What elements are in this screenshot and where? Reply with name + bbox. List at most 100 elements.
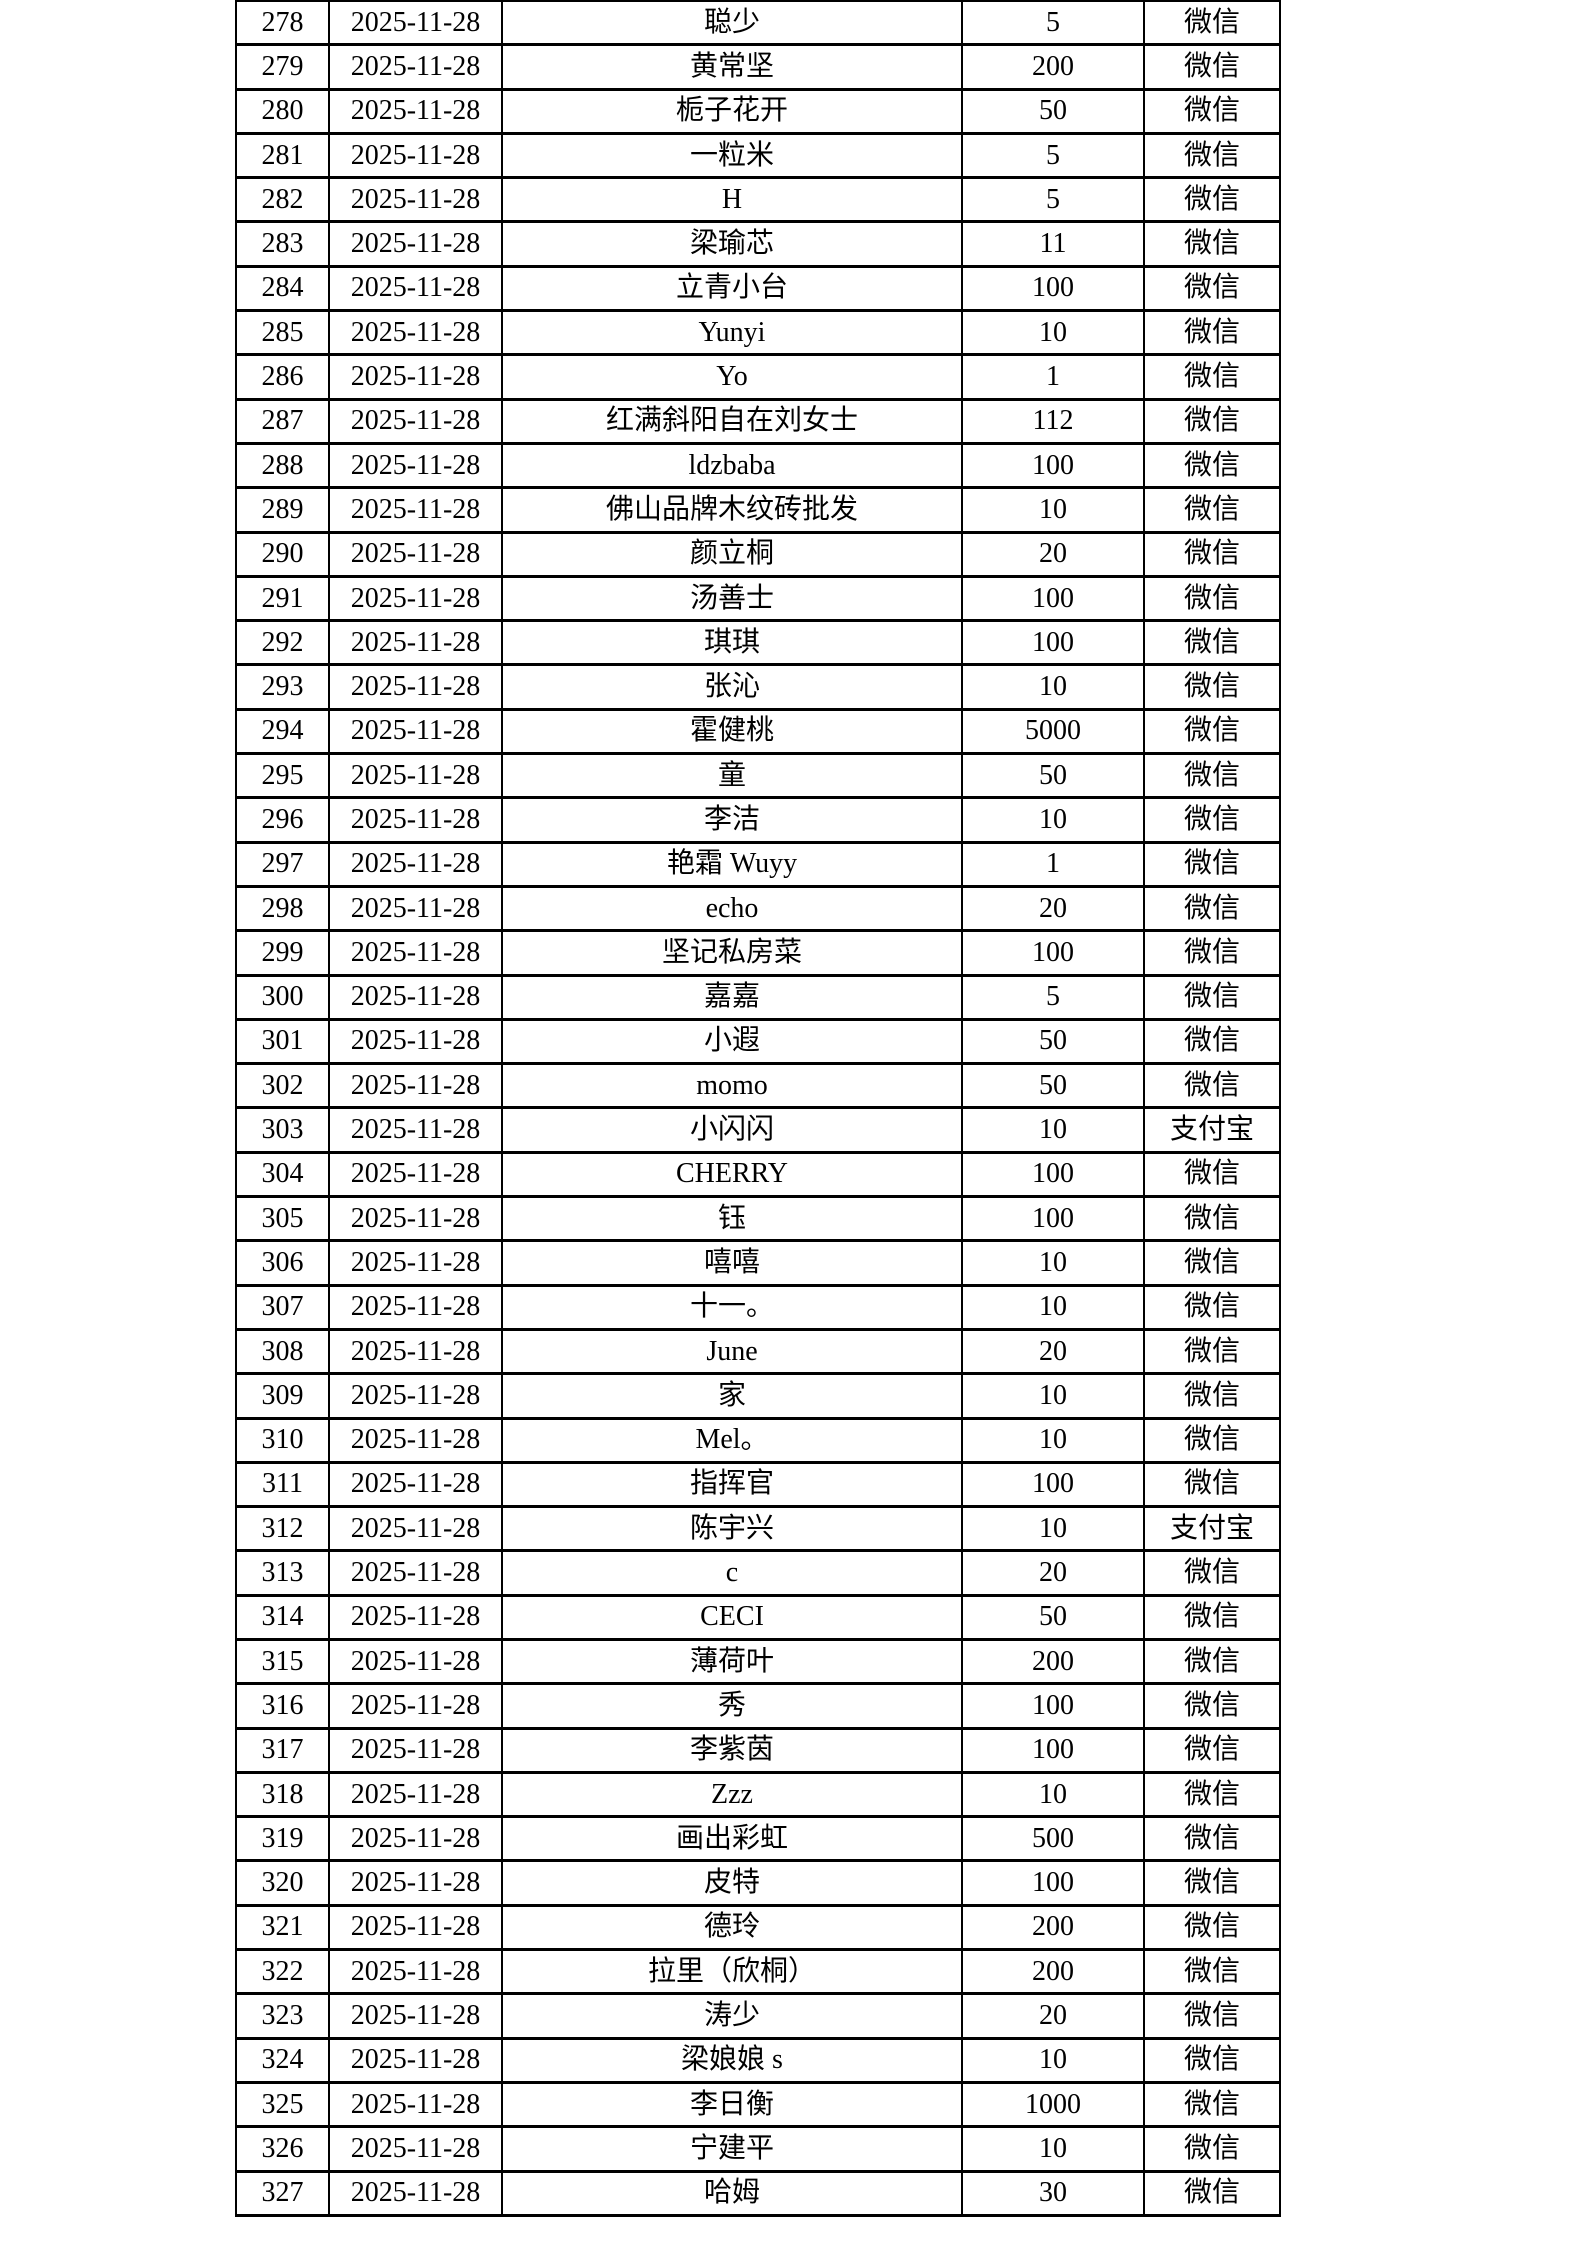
cell-amount: 5 xyxy=(961,973,1145,1021)
cell-payment-method: 微信 xyxy=(1143,707,1281,756)
cell-payer-name: 黄常坚 xyxy=(501,43,963,91)
cell-row-number: 294 xyxy=(235,707,330,756)
cell-amount: 100 xyxy=(961,441,1145,490)
cell-date: 2025-11-28 xyxy=(328,1593,503,1641)
cell-row-number: 299 xyxy=(235,929,330,977)
record-row: 319 2025-11-28 画出彩虹 500 微信 xyxy=(235,1815,1281,1863)
cell-payer-name: 哈姆 xyxy=(501,2169,963,2217)
cell-payer-name: 家 xyxy=(501,1372,963,1420)
cell-amount: 1 xyxy=(961,840,1145,888)
record-row: 317 2025-11-28 李紫茵 100 微信 xyxy=(235,1726,1281,1774)
record-row: 301 2025-11-28 小遐 50 微信 xyxy=(235,1017,1281,1066)
cell-payment-method: 微信 xyxy=(1143,0,1281,47)
record-row: 323 2025-11-28 涛少 20 微信 xyxy=(235,1992,1281,2040)
cell-row-number: 289 xyxy=(235,486,330,534)
cell-payment-method: 微信 xyxy=(1143,1859,1281,1907)
record-row: 313 2025-11-28 c 20 微信 xyxy=(235,1549,1281,1597)
cell-payment-method: 微信 xyxy=(1143,1372,1281,1420)
cell-payment-method: 微信 xyxy=(1143,2169,1281,2217)
cell-amount: 10 xyxy=(961,1106,1145,1154)
record-row: 299 2025-11-28 坚记私房菜 100 微信 xyxy=(235,929,1281,977)
cell-row-number: 323 xyxy=(235,1992,330,2040)
cell-row-number: 309 xyxy=(235,1372,330,1420)
cell-row-number: 296 xyxy=(235,796,330,844)
cell-payment-method: 支付宝 xyxy=(1143,1106,1281,1154)
cell-amount: 20 xyxy=(961,884,1145,933)
cell-payment-method: 微信 xyxy=(1143,1062,1281,1110)
cell-date: 2025-11-28 xyxy=(328,619,503,667)
cell-payment-method: 微信 xyxy=(1143,1682,1281,1730)
cell-payer-name: 李洁 xyxy=(501,796,963,844)
cell-payer-name: 聪少 xyxy=(501,0,963,47)
cell-date: 2025-11-28 xyxy=(328,1327,503,1376)
cell-payment-method: 微信 xyxy=(1143,1416,1281,1464)
cell-payer-name: 琪琪 xyxy=(501,619,963,667)
cell-amount: 10 xyxy=(961,1770,1145,1819)
cell-payer-name: CECI xyxy=(501,1593,963,1641)
cell-date: 2025-11-28 xyxy=(328,929,503,977)
cell-row-number: 305 xyxy=(235,1195,330,1243)
cell-row-number: 307 xyxy=(235,1283,330,1331)
cell-payer-name: 宁建平 xyxy=(501,2125,963,2173)
cell-date: 2025-11-28 xyxy=(328,796,503,844)
cell-payment-method: 微信 xyxy=(1143,840,1281,888)
record-row: 296 2025-11-28 李洁 10 微信 xyxy=(235,796,1281,844)
cell-date: 2025-11-28 xyxy=(328,840,503,888)
cell-amount: 20 xyxy=(961,1327,1145,1376)
cell-payment-method: 微信 xyxy=(1143,1017,1281,1066)
cell-amount: 100 xyxy=(961,1460,1145,1509)
record-row: 284 2025-11-28 立青小台 100 微信 xyxy=(235,264,1281,313)
cell-row-number: 304 xyxy=(235,1150,330,1199)
cell-row-number: 285 xyxy=(235,309,330,357)
cell-payer-name: 颜立桐 xyxy=(501,530,963,578)
cell-date: 2025-11-28 xyxy=(328,1283,503,1331)
cell-amount: 50 xyxy=(961,752,1145,800)
cell-row-number: 319 xyxy=(235,1815,330,1863)
cell-amount: 10 xyxy=(961,1372,1145,1420)
cell-date: 2025-11-28 xyxy=(328,530,503,578)
cell-amount: 10 xyxy=(961,663,1145,711)
cell-amount: 10 xyxy=(961,1505,1145,1553)
cell-date: 2025-11-28 xyxy=(328,1859,503,1907)
cell-payer-name: 栀子花开 xyxy=(501,87,963,135)
cell-amount: 100 xyxy=(961,929,1145,977)
cell-date: 2025-11-28 xyxy=(328,1239,503,1287)
cell-payer-name: 李日衡 xyxy=(501,2080,963,2129)
cell-row-number: 310 xyxy=(235,1416,330,1464)
cell-payment-method: 微信 xyxy=(1143,1992,1281,2040)
cell-row-number: 302 xyxy=(235,1062,330,1110)
cell-amount: 10 xyxy=(961,2036,1145,2084)
cell-payer-name: c xyxy=(501,1549,963,1597)
record-row: 289 2025-11-28 佛山品牌木纹砖批发 10 微信 xyxy=(235,486,1281,534)
cell-payer-name: 嘻嘻 xyxy=(501,1239,963,1287)
cell-date: 2025-11-28 xyxy=(328,397,503,445)
record-row: 287 2025-11-28 红满斜阳自在刘女士 112 微信 xyxy=(235,397,1281,445)
cell-payer-name: Zzz xyxy=(501,1770,963,1819)
cell-amount: 1000 xyxy=(961,2080,1145,2129)
cell-payment-method: 微信 xyxy=(1143,1593,1281,1641)
record-row: 302 2025-11-28 momo 50 微信 xyxy=(235,1062,1281,1110)
cell-amount: 1 xyxy=(961,353,1145,401)
cell-payer-name: echo xyxy=(501,884,963,933)
cell-row-number: 286 xyxy=(235,353,330,401)
cell-amount: 10 xyxy=(961,1416,1145,1464)
cell-date: 2025-11-28 xyxy=(328,1062,503,1110)
cell-payer-name: 涛少 xyxy=(501,1992,963,2040)
cell-amount: 10 xyxy=(961,796,1145,844)
record-row: 314 2025-11-28 CECI 50 微信 xyxy=(235,1593,1281,1641)
cell-amount: 50 xyxy=(961,87,1145,135)
record-row: 292 2025-11-28 琪琪 100 微信 xyxy=(235,619,1281,667)
record-row: 316 2025-11-28 秀 100 微信 xyxy=(235,1682,1281,1730)
cell-payment-method: 微信 xyxy=(1143,1283,1281,1331)
record-row: 285 2025-11-28 Yunyi 10 微信 xyxy=(235,309,1281,357)
cell-payment-method: 微信 xyxy=(1143,1726,1281,1774)
record-row: 300 2025-11-28 嘉嘉 5 微信 xyxy=(235,973,1281,1021)
record-row: 288 2025-11-28 ldzbaba 100 微信 xyxy=(235,441,1281,490)
cell-amount: 30 xyxy=(961,2169,1145,2217)
cell-row-number: 315 xyxy=(235,1637,330,1686)
cell-payment-method: 支付宝 xyxy=(1143,1505,1281,1553)
cell-payment-method: 微信 xyxy=(1143,1150,1281,1199)
cell-date: 2025-11-28 xyxy=(328,1637,503,1686)
cell-row-number: 325 xyxy=(235,2080,330,2129)
record-row: 315 2025-11-28 薄荷叶 200 微信 xyxy=(235,1637,1281,1686)
